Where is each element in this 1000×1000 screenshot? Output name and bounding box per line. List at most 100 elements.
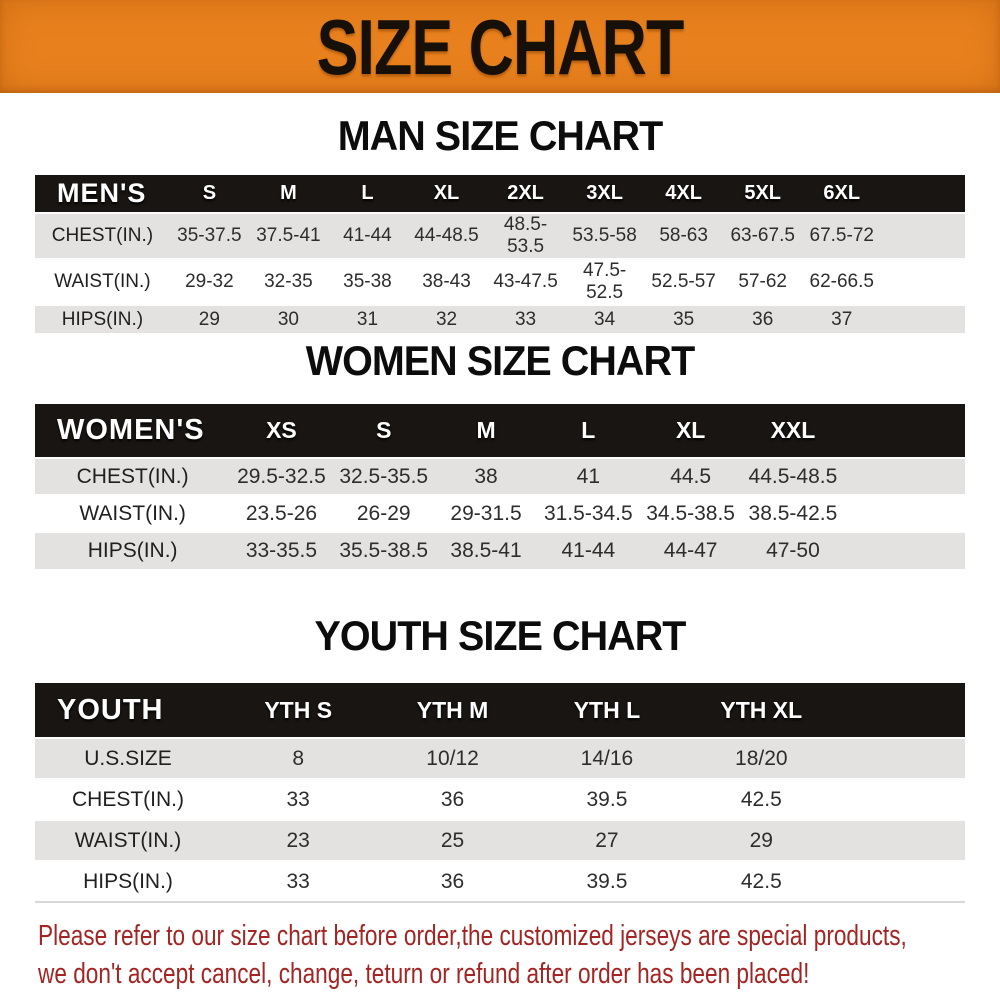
measurement-label: WAIST(IN.) (35, 819, 221, 861)
measurement-value: 33 (221, 778, 376, 820)
measurement-value: 48.5-53.5 (486, 212, 566, 259)
size-column-header: L (361, 182, 374, 204)
size-header-row: YOUTH YTH S YTH M YTH L YTH XL (35, 683, 965, 738)
size-column-header: XS (266, 417, 297, 443)
size-column-header: 4XL (665, 182, 702, 204)
measurement-value: 23.5-26 (230, 494, 333, 532)
size-column-header: YTH S (264, 696, 333, 723)
size-column-header: XL (433, 182, 460, 204)
measurement-value: 36 (723, 304, 803, 333)
youth-size-table: YOUTH YTH S YTH M YTH L YTH XL U.S.SIZE 8 10/12… (35, 683, 965, 903)
measurement-value: 29.5-32.5 (230, 457, 333, 495)
row-filler-cell (881, 258, 965, 305)
measurement-value: 52.5-57 (644, 258, 724, 305)
measurement-value: 32.5-35.5 (332, 457, 435, 495)
measurement-value: 38.5-41 (434, 531, 538, 569)
row-filler-cell (838, 860, 965, 902)
measurement-value: 35.5-38.5 (332, 531, 435, 569)
measurement-value: 39.5 (529, 778, 685, 820)
measurement-value: 53.5-58 (565, 212, 645, 259)
size-column-header: 2XL (507, 182, 544, 204)
measurement-value: 33 (221, 860, 376, 902)
size-column-header: M (476, 417, 496, 443)
measurement-value: 47-50 (741, 531, 845, 569)
size-header-row: MEN'S S M L XL 2XL 3XL 4XL 5XL 6XL (35, 175, 965, 213)
measurement-value: 34 (565, 304, 645, 333)
measurement-row: U.S.SIZE 8 10/12 14/16 18/20 (35, 737, 965, 779)
measurement-label: HIPS(IN.) (35, 531, 231, 569)
measurement-label: WAIST(IN.) (35, 258, 170, 305)
measurement-value: 29-31.5 (434, 494, 538, 532)
measurement-value: 37 (802, 304, 882, 333)
women-section-heading: WOMEN SIZE CHART (305, 337, 695, 384)
measurement-value: 23 (221, 819, 376, 861)
measurement-value: 32 (406, 304, 487, 333)
measurement-row: WAIST(IN.) 23.5-26 26-29 29-31.5 31.5-34.5 34… (35, 494, 965, 532)
row-filler-cell (844, 531, 965, 569)
measurement-row: CHEST(IN.) 29.5-32.5 32.5-35.5 38 41 44.5 44.5… (35, 457, 965, 495)
banner: SIZE CHART (0, 0, 1000, 93)
measurement-row: HIPS(IN.) 33 36 39.5 42.5 (35, 860, 965, 902)
size-column-header: S (202, 182, 217, 204)
measurement-label: CHEST(IN.) (35, 457, 231, 495)
size-column-header: M (280, 182, 297, 204)
measurement-row: WAIST(IN.) 29-32 32-35 35-38 38-43 43-47.5 47.… (35, 258, 965, 305)
measurement-value: 35-37.5 (169, 212, 249, 259)
row-filler-cell (881, 304, 965, 333)
measurement-label: HIPS(IN.) (35, 304, 170, 333)
measurement-value: 29 (684, 819, 839, 861)
measurement-value: 58-63 (644, 212, 724, 259)
measurement-value: 41 (537, 457, 640, 495)
header-filler-cell (881, 175, 965, 213)
measurement-value: 27 (529, 819, 685, 861)
measurement-value: 63-67.5 (723, 212, 803, 259)
measurement-value: 26-29 (332, 494, 435, 532)
measurement-value: 31 (327, 304, 407, 333)
measurement-value: 10/12 (375, 737, 530, 779)
measurement-value: 41-44 (327, 212, 407, 259)
footer-disclaimer: Please refer to our size chart before or… (38, 917, 1000, 993)
measurement-value: 8 (221, 737, 376, 779)
measurement-value: 35-38 (327, 258, 407, 305)
women-size-table: WOMEN'S XS S M L XL XXL CHEST(IN.) 29.5-32.5 32.5… (35, 404, 965, 569)
measurement-label: WAIST(IN.) (35, 494, 231, 532)
measurement-value: 36 (375, 860, 530, 902)
measurement-label: U.S.SIZE (35, 737, 221, 779)
measurement-row: CHEST(IN.) 35-37.5 37.5-41 41-44 44-48.5 48.5… (35, 212, 965, 259)
measurement-value: 41-44 (537, 531, 640, 569)
measurement-value: 44-48.5 (406, 212, 487, 259)
measurement-value: 35 (644, 304, 724, 333)
table-category-label: MEN'S (57, 178, 147, 208)
measurement-value: 34.5-38.5 (639, 494, 742, 532)
size-column-header: 5XL (744, 182, 782, 204)
row-filler-cell (838, 778, 965, 820)
measurement-value: 38.5-42.5 (741, 494, 845, 532)
measurement-value: 42.5 (684, 860, 839, 902)
measurement-value: 18/20 (684, 737, 839, 779)
header-filler-cell (844, 404, 965, 458)
measurement-value: 31.5-34.5 (537, 494, 640, 532)
measurement-value: 47.5-52.5 (565, 258, 645, 305)
measurement-row: CHEST(IN.) 33 36 39.5 42.5 (35, 778, 965, 820)
measurement-label: CHEST(IN.) (35, 212, 170, 259)
size-column-header: XXL (770, 417, 816, 443)
measurement-value: 25 (375, 819, 530, 861)
youth-section-heading: YOUTH SIZE CHART (314, 612, 686, 659)
men-size-table: MEN'S S M L XL 2XL 3XL 4XL 5XL 6XL CHEST(IN.) 35-37… (35, 175, 965, 333)
measurement-value: 39.5 (529, 860, 685, 902)
footer-disclaimer-line-2: we don't accept cancel, change, teturn o… (38, 958, 810, 990)
measurement-value: 42.5 (684, 778, 839, 820)
row-filler-cell (844, 457, 965, 495)
header-filler-cell (839, 683, 966, 738)
measurement-label: HIPS(IN.) (35, 860, 221, 902)
size-column-header: 3XL (586, 182, 623, 204)
size-column-header: XL (675, 417, 706, 443)
men-section-heading: MAN SIZE CHART (337, 112, 664, 159)
measurement-value: 43-47.5 (486, 258, 566, 305)
size-header-row: WOMEN'S XS S M L XL XXL (35, 404, 965, 458)
measurement-value: 33 (486, 304, 566, 333)
measurement-value: 29-32 (169, 258, 249, 305)
measurement-value: 44.5-48.5 (741, 457, 845, 495)
size-column-header: YTH XL (720, 696, 803, 723)
measurement-value: 29 (169, 304, 249, 333)
